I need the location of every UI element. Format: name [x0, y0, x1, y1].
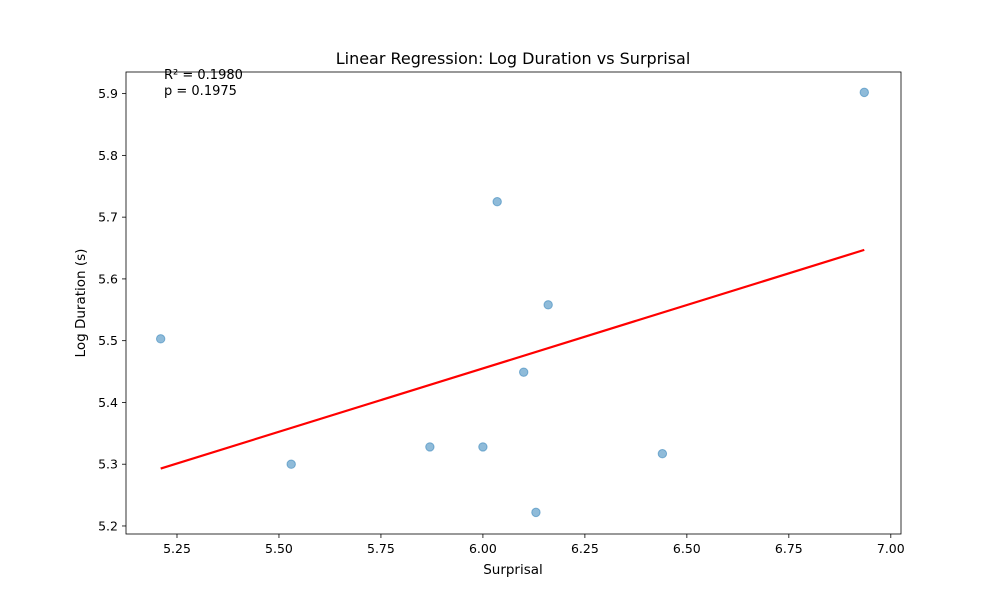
y-tick-label: 5.7	[98, 210, 118, 225]
x-axis-label: Surprisal	[483, 562, 543, 578]
x-tick-label: 5.25	[163, 541, 191, 556]
data-point	[657, 449, 668, 459]
y-tick-label: 5.5	[98, 333, 118, 348]
data-point	[425, 442, 435, 452]
x-tick-label: 6.50	[673, 541, 701, 556]
data-points	[155, 87, 869, 518]
data-point	[492, 197, 502, 207]
y-axis: 5.2 5.3 5.4 5.5 5.6 5.7 5.8 5.9	[98, 86, 126, 533]
y-axis-label: Log Duration (s)	[73, 249, 89, 358]
x-tick-label: 6.25	[571, 541, 599, 556]
data-point	[543, 300, 553, 310]
regression-line	[160, 248, 865, 470]
y-tick-label: 5.6	[98, 271, 118, 286]
x-tick-label: 5.50	[265, 541, 293, 556]
y-tick-label: 5.9	[98, 86, 118, 101]
p-value-annotation: p = 0.1975	[164, 84, 237, 99]
data-point	[518, 367, 529, 377]
y-tick-label: 5.8	[98, 148, 118, 163]
x-axis: 5.25 5.50 5.75 6.00 6.25 6.50 6.75 7.00	[163, 534, 905, 556]
data-point	[155, 334, 166, 344]
regression-line-layer	[160, 248, 865, 470]
x-tick-label: 6.00	[469, 541, 497, 556]
y-tick-label: 5.2	[98, 518, 118, 533]
y-tick-label: 5.4	[98, 395, 118, 410]
data-point	[531, 507, 541, 518]
r-squared-annotation: R² = 0.1980	[164, 68, 243, 83]
chart-title: Linear Regression: Log Duration vs Surpr…	[336, 49, 691, 68]
y-tick-label: 5.3	[98, 457, 118, 472]
data-point	[478, 442, 488, 452]
x-tick-label: 6.75	[775, 541, 803, 556]
x-tick-label: 7.00	[877, 541, 905, 556]
plot-frame	[125, 71, 902, 535]
data-point	[286, 459, 296, 469]
x-tick-label: 5.75	[367, 541, 395, 556]
data-point	[859, 87, 869, 98]
